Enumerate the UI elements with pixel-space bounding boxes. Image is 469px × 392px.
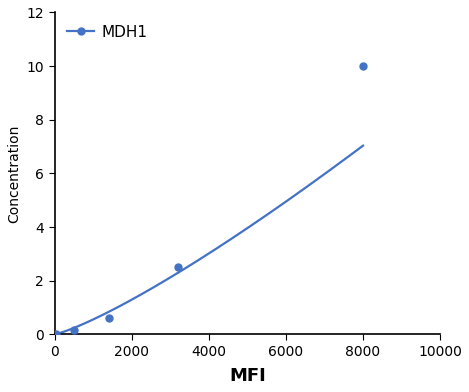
X-axis label: MFI: MFI [229, 367, 266, 385]
Y-axis label: Concentration: Concentration [7, 124, 21, 223]
Legend: MDH1: MDH1 [62, 20, 152, 44]
